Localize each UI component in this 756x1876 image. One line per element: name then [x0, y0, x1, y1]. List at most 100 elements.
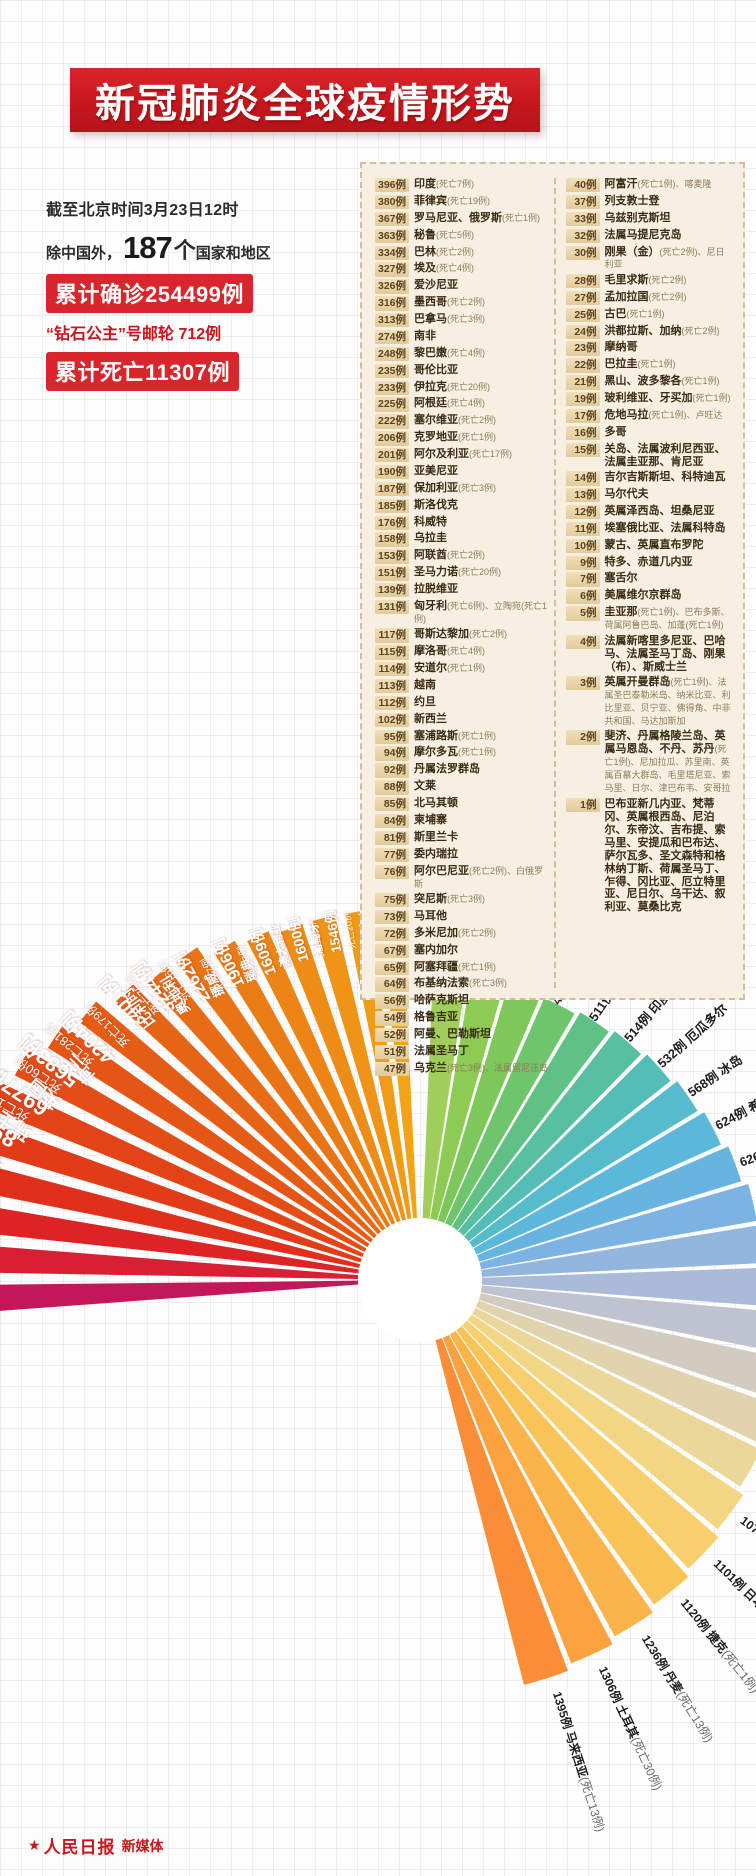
list-item-deaths: (死亡1例): [637, 359, 676, 370]
list-item: 23例 摩纳哥: [565, 341, 733, 356]
list-item-count: 37例: [565, 194, 600, 210]
list-item-count: 15例: [565, 442, 600, 458]
list-item-country: 斐济、丹属格陵兰岛、英属马恩岛、不丹、苏丹(死亡1例)、尼加拉瓜、苏里南、英属百…: [604, 730, 731, 794]
list-item-country: 南非: [414, 329, 437, 342]
list-item-country: 乌兹别克斯坦: [604, 211, 671, 224]
list-item-country: 秘鲁(死亡5例): [414, 228, 475, 241]
list-item-count: 10例: [565, 538, 600, 553]
list-item-deaths: (死亡4例): [447, 398, 486, 409]
list-item: 15例 关岛、法属波利尼西亚、法属圭亚那、肯尼亚: [565, 442, 733, 469]
list-item-count: 14例: [565, 471, 600, 486]
list-item: 76例 阿尔巴尼亚(死亡2例)、白俄罗斯: [375, 864, 549, 891]
summary-block: 截至北京时间3月23日12时 除中国外， 187 个 国家和地区 累计确诊254…: [46, 196, 356, 391]
list-item-count: 158例: [375, 532, 410, 547]
list-item-country: 摩纳哥: [604, 341, 638, 354]
list-item-deaths: (死亡2例)、尼日利亚: [604, 246, 725, 270]
list-item-count: 52例: [375, 1028, 409, 1043]
list-item-country: 塞舌尔: [604, 572, 638, 585]
list-item-country: 列支敦士登: [604, 194, 660, 207]
list-item: 21例 黑山、波多黎各(死亡1例): [565, 375, 733, 390]
list-item-count: 131例: [375, 599, 410, 615]
list-item: 396例 印度(死亡7例): [375, 178, 549, 193]
list-item-deaths: (死亡1例): [458, 961, 496, 972]
list-item-deaths: (死亡19例): [447, 195, 491, 206]
list-item: 56例 哈萨克斯坦: [375, 994, 549, 1009]
list-item-country: 关岛、法属波利尼西亚、法属圭亚那、肯尼亚: [604, 442, 726, 468]
list-column-left: 396例 印度(死亡7例) 380例 菲律宾(死亡19例) 367例 罗马尼亚、俄罗斯(死…: [370, 178, 554, 1077]
list-item-count: 21例: [565, 375, 600, 390]
list-item-country: 洪都拉斯、加纳(死亡2例): [604, 324, 720, 337]
fan-wedge: [176, 947, 386, 1231]
list-item-deaths: (死亡2例): [436, 246, 475, 257]
fan-wedge: [480, 1285, 756, 1348]
list-item: 327例 埃及(死亡4例): [375, 262, 549, 277]
list-item-country: 阿根廷(死亡4例): [414, 397, 486, 410]
list-item-country: 委内瑞拉: [414, 847, 458, 860]
bar-label: 葡萄牙 1546例 死亡20例: [303, 906, 358, 956]
list-item: 54例 格鲁吉亚: [375, 1011, 549, 1026]
list-item-country: 圣马力诺(死亡20例): [414, 566, 502, 579]
list-item-count: 85例: [375, 797, 409, 812]
list-item-count: 115例: [375, 645, 409, 660]
list-item: 316例 墨西哥(死亡2例): [375, 296, 549, 311]
list-item-count: 81例: [375, 830, 409, 846]
list-item-count: 4例: [565, 634, 600, 649]
list-item-country: 塞尔维亚(死亡2例): [414, 414, 497, 427]
fan-wedge: [437, 987, 540, 1223]
list-item-count: 367例: [375, 211, 410, 227]
fan-wedge: [479, 1184, 756, 1270]
list-item-count: 47例: [375, 1061, 409, 1077]
list-item-deaths: (死亡1例)、法属圣巴泰勒米岛、纳米比亚、利比里亚、贝宁亚、佛得角、中非共和国、…: [604, 676, 731, 726]
list-item-country: 北马其顿: [414, 797, 458, 810]
list-item: 77例 委内瑞拉: [375, 847, 549, 863]
list-item-deaths: (死亡4例): [447, 646, 485, 657]
list-item: 19例 玻利维亚、牙买加(死亡1例): [565, 392, 733, 407]
list-item: 153例 阿联酋(死亡2例): [375, 549, 549, 564]
list-item-count: 112例: [375, 695, 409, 711]
list-item: 117例 哥斯达黎加(死亡2例): [375, 628, 549, 643]
list-item-country: 马尔代夫: [604, 488, 649, 500]
list-item-country: 巴林(死亡2例): [414, 245, 475, 258]
fan-wedge: [456, 1325, 689, 1605]
list-item-country: 法属马提尼克岛: [604, 228, 682, 241]
list-item: 67例 塞内加尔: [375, 943, 549, 958]
list-item-count: 23例: [565, 341, 600, 356]
list-item: 22例 巴拉圭(死亡1例): [565, 358, 733, 373]
list-item-deaths: (死亡3例): [447, 894, 485, 904]
list-item-deaths: (死亡1例): [692, 393, 731, 404]
list-item-count: 16例: [565, 425, 600, 441]
fan-wedge: [462, 1320, 719, 1569]
list-item-country: 摩洛哥(死亡4例): [414, 645, 485, 658]
list-item-country: 斯洛伐克: [414, 498, 459, 511]
list-item-count: 67例: [375, 943, 409, 958]
list-item-country: 圭亚那(死亡1例)、巴布多斯、荷属阿鲁巴岛、加蓬(死亡1例): [604, 606, 730, 631]
list-item-count: 363例: [375, 228, 410, 243]
list-item-count: 225例: [375, 397, 410, 412]
list-item-country: 布基纳法索(死亡3例): [414, 977, 507, 990]
list-item-count: 201例: [375, 448, 410, 463]
list-item-count: 95例: [375, 729, 409, 744]
list-item: 28例 毛里求斯(死亡2例): [565, 273, 733, 289]
list-item: 40例 阿富汗(死亡1例)、喀麦隆: [565, 178, 733, 193]
list-item-count: 9例: [565, 555, 600, 570]
list-item: 17例 危地马拉(死亡1例)、卢旺达: [565, 408, 733, 424]
list-item-country: 特多、赤道几内亚: [604, 555, 693, 568]
list-item-country: 伊拉克(死亡20例): [414, 380, 491, 393]
list-item: 72例 多米尼加(死亡2例): [375, 926, 549, 942]
list-item: 88例 文莱: [375, 780, 549, 795]
list-item-country: 乌克兰(死亡3例)、法属留尼汪岛: [414, 1061, 549, 1074]
list-item-count: 22例: [565, 358, 600, 373]
list-item: 151例 圣马力诺(死亡20例): [375, 566, 549, 581]
list-item-count: 56例: [375, 994, 409, 1009]
list-item: 52例 阿曼、巴勒斯坦: [375, 1028, 549, 1043]
list-item-country: 乌拉圭: [414, 532, 448, 545]
list-item: 73例 马耳他: [375, 909, 549, 925]
list-item-country: 玻利维亚、牙买加(死亡1例): [604, 392, 731, 405]
fan-wedge: [0, 1246, 359, 1279]
list-item-deaths: (死亡2例): [681, 325, 720, 336]
list-item-country: 文莱: [414, 780, 436, 793]
list-item-country: 多哥: [604, 425, 627, 438]
fan-wedge: [0, 1280, 359, 1311]
list-item-count: 11例: [565, 521, 600, 537]
list-item-country: 格鲁吉亚: [414, 1011, 458, 1024]
